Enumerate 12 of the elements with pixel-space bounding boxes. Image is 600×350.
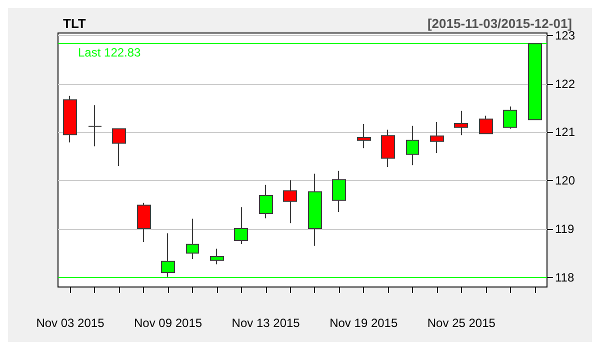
x-tick-label: Nov 25 2015 xyxy=(427,316,496,330)
y-tick-label: 118 xyxy=(555,270,574,284)
x-tick-label: Nov 03 2015 xyxy=(36,316,105,330)
x-tick-label: Nov 13 2015 xyxy=(232,316,300,330)
y-tick-label: 120 xyxy=(555,174,576,188)
ref-line-label: Last 122.83 xyxy=(78,46,142,60)
chart-title: TLT xyxy=(63,16,86,31)
x-tick-label: Nov 19 2015 xyxy=(330,316,398,330)
y-tick-label: 122 xyxy=(555,76,576,91)
y-tick-label: 119 xyxy=(555,222,574,236)
y-tick-label: 121 xyxy=(555,125,576,140)
x-tick-label: Nov 09 2015 xyxy=(134,316,202,330)
